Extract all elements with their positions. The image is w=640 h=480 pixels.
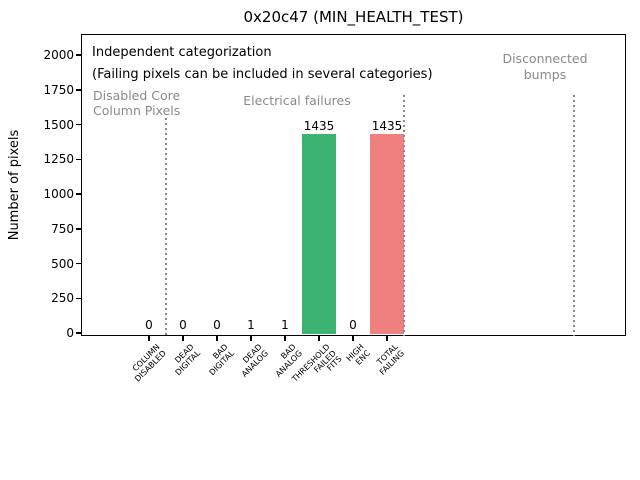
- y-tick: [76, 332, 81, 334]
- bar-value-label: 0: [349, 318, 357, 332]
- bar: [302, 133, 336, 335]
- bar-value-label: 1435: [371, 118, 403, 133]
- x-tick: [352, 336, 354, 341]
- plot-area: [81, 34, 626, 336]
- annotation-note-line1: Independent categorization: [92, 45, 272, 60]
- y-tick: [76, 123, 81, 126]
- y-tick: [76, 262, 81, 265]
- y-tick: [76, 193, 81, 195]
- y-tick-label: 1750: [43, 82, 74, 97]
- x-tick: [386, 336, 388, 341]
- section-separator-line: [165, 118, 167, 336]
- bar: [370, 133, 404, 335]
- chart-title: 0x20c47 (MIN_HEALTH_TEST): [243, 8, 464, 26]
- annotation-section-disabled-core-column-pixels: Disabled Core Column Pixels: [93, 88, 181, 118]
- y-tick-label: 500: [51, 256, 74, 271]
- annotation-section-disconnected-bumps: Disconnected bumps: [502, 51, 588, 82]
- y-tick: [76, 54, 81, 56]
- y-tick-label: 0: [66, 326, 74, 340]
- bar-value-label: 0: [179, 318, 187, 332]
- y-tick: [76, 158, 81, 160]
- y-tick-label: 1500: [43, 117, 74, 132]
- annotation-note-line2: (Failing pixels can be included in sever…: [92, 67, 433, 82]
- y-tick-label: 750: [51, 221, 74, 236]
- x-tick: [148, 336, 150, 341]
- x-tick: [318, 336, 320, 341]
- x-tick: [182, 336, 184, 341]
- y-tick-label: 1250: [43, 152, 74, 167]
- bar-value-label: 1: [281, 318, 289, 332]
- section-separator-line: [573, 95, 575, 336]
- y-tick: [76, 228, 81, 230]
- y-tick-label: 250: [51, 291, 74, 306]
- y-axis-label: Number of pixels: [7, 129, 22, 241]
- y-tick: [76, 89, 81, 91]
- annotation-section-electrical-failures: Electrical failures: [243, 93, 351, 108]
- bar-value-label: 1435: [303, 118, 335, 133]
- y-tick: [76, 297, 81, 299]
- bar-value-label: 0: [145, 318, 153, 332]
- bar-value-label: 1: [247, 318, 255, 332]
- x-tick: [216, 336, 218, 341]
- y-tick-label: 1000: [43, 187, 74, 201]
- y-tick-label: 2000: [43, 48, 74, 62]
- bar-value-label: 0: [213, 318, 221, 332]
- x-tick: [250, 336, 252, 341]
- section-separator-line: [403, 95, 405, 336]
- x-tick: [284, 336, 286, 341]
